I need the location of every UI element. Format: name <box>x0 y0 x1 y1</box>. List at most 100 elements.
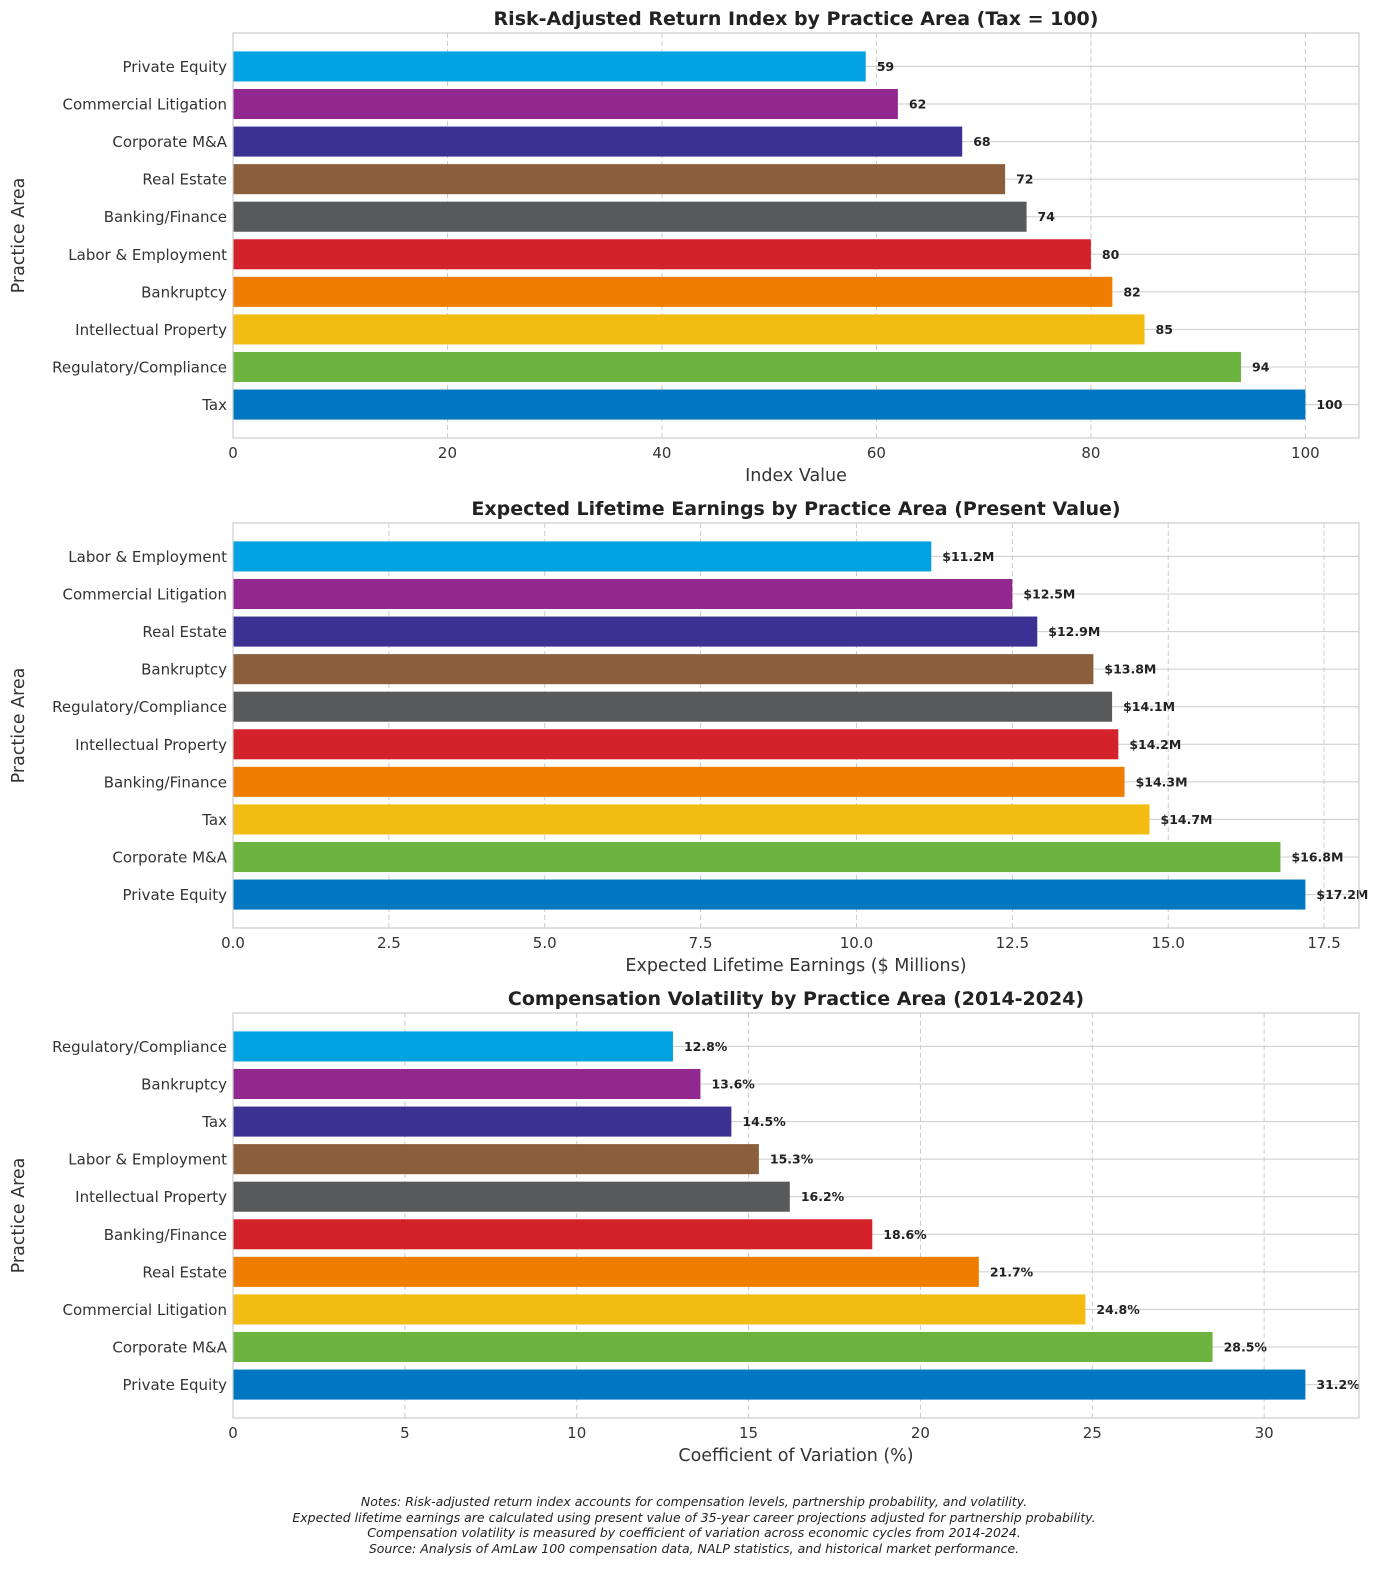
y-tick-label: Corporate M&A <box>112 848 227 866</box>
y-axis-label: Practice Area <box>9 668 29 784</box>
data-label: 74 <box>1038 209 1056 224</box>
bar <box>233 239 1091 270</box>
x-tick-label: 5 <box>400 1424 410 1442</box>
x-tick-label: 0 <box>228 1424 238 1442</box>
y-tick-label: Commercial Litigation <box>62 1301 227 1319</box>
bar <box>233 389 1306 420</box>
y-tick-label: Private Equity <box>123 886 228 904</box>
y-tick-label: Tax <box>201 396 227 414</box>
data-label: 12.8% <box>684 1039 728 1054</box>
x-tick-label: 5.0 <box>533 934 557 952</box>
bar <box>233 879 1306 910</box>
axes-frame <box>232 1012 1360 1419</box>
data-label: 94 <box>1252 359 1270 374</box>
y-tick-label: Tax <box>201 1113 227 1131</box>
bar <box>233 804 1150 835</box>
data-label: 68 <box>973 134 990 149</box>
bar <box>233 1106 732 1137</box>
bar <box>233 314 1145 345</box>
chart-panel-2: 0.0 2.5 5.0 7.5 10.0 12.5 15.0 17.5 $17.2M Privat… <box>9 498 1368 976</box>
data-label: $14.2M <box>1129 737 1181 752</box>
y-axis-label: Practice Area <box>9 178 29 294</box>
bar <box>233 1031 673 1062</box>
note-line: Expected lifetime earnings are calculate… <box>292 1509 1096 1525</box>
x-axis-label: Coefficient of Variation (%) <box>678 1446 913 1466</box>
y-tick-label: Real Estate <box>142 1263 227 1281</box>
y-tick-label: Corporate M&A <box>112 1338 227 1356</box>
y-axis-label: Practice Area <box>9 1158 29 1274</box>
data-label: 24.8% <box>1096 1302 1140 1317</box>
data-label: $16.8M <box>1291 849 1343 864</box>
bar <box>233 1219 873 1250</box>
data-label: 13.6% <box>711 1077 755 1092</box>
y-tick-label: Banking/Finance <box>104 208 227 226</box>
data-label: 18.6% <box>883 1227 927 1242</box>
bar <box>233 1181 790 1212</box>
data-label: 14.5% <box>742 1114 786 1129</box>
x-tick-label: 60 <box>867 444 886 462</box>
data-label: 15.3% <box>770 1152 814 1167</box>
chart-panel-3: 0 5 10 15 20 25 30 31.2% Private Equity 28.5% Corp… <box>9 988 1360 1466</box>
y-tick-label: Bankruptcy <box>141 283 227 301</box>
data-label: 59 <box>877 59 894 74</box>
bar <box>233 766 1125 797</box>
bar <box>233 1331 1213 1363</box>
bar <box>233 691 1113 722</box>
y-tick-label: Bankruptcy <box>141 1076 227 1094</box>
data-label: 16.2% <box>801 1189 845 1204</box>
x-axis-label: Expected Lifetime Earnings ($ Millions) <box>625 956 966 976</box>
bar <box>233 1256 979 1287</box>
data-label: $14.1M <box>1123 699 1175 714</box>
data-label: $11.2M <box>942 549 994 564</box>
y-tick-label: Banking/Finance <box>104 773 227 791</box>
note-line: Source: Analysis of AmLaw 100 compensati… <box>368 1540 1020 1556</box>
y-tick-label: Intellectual Property <box>75 1188 227 1206</box>
axes-frame <box>232 32 1360 439</box>
data-label: 100 <box>1316 397 1342 412</box>
y-tick-label: Intellectual Property <box>75 321 227 339</box>
y-tick-label: Regulatory/Compliance <box>52 698 227 716</box>
bar <box>233 654 1094 685</box>
y-tick-label: Intellectual Property <box>75 736 227 754</box>
y-tick-label: Private Equity <box>123 58 228 76</box>
bar <box>233 578 1013 610</box>
x-tick-label: 12.5 <box>996 934 1029 952</box>
bar <box>233 51 866 82</box>
data-label: $13.8M <box>1104 662 1156 677</box>
x-tick-label: 20 <box>911 1424 930 1442</box>
y-tick-label: Tax <box>201 811 227 829</box>
data-label: 31.2% <box>1316 1377 1360 1392</box>
x-tick-label: 10 <box>567 1424 586 1442</box>
bar <box>233 126 963 157</box>
x-tick-label: 25 <box>1083 1424 1102 1442</box>
note-line: Compensation volatility is measured by c… <box>367 1525 1021 1540</box>
x-tick-label: 80 <box>1081 444 1100 462</box>
bar <box>233 88 898 120</box>
chart-title: Expected Lifetime Earnings by Practice A… <box>471 498 1120 520</box>
y-tick-label: Real Estate <box>142 623 227 641</box>
y-tick-label: Labor & Employment <box>68 246 227 264</box>
x-tick-label: 15 <box>739 1424 758 1442</box>
data-label: 72 <box>1016 172 1033 187</box>
bar <box>233 616 1038 647</box>
bar <box>233 1144 759 1175</box>
y-tick-label: Commercial Litigation <box>62 586 227 604</box>
y-tick-label: Regulatory/Compliance <box>52 1038 227 1056</box>
data-label: 21.7% <box>990 1264 1034 1279</box>
bar <box>233 841 1281 873</box>
data-label: 80 <box>1102 247 1120 262</box>
x-tick-label: 17.5 <box>1307 934 1340 952</box>
x-tick-label: 2.5 <box>377 934 401 952</box>
data-label: 28.5% <box>1224 1339 1268 1354</box>
y-tick-label: Regulatory/Compliance <box>52 358 227 376</box>
bar <box>233 541 932 572</box>
y-tick-label: Private Equity <box>123 1376 228 1394</box>
y-tick-label: Labor & Employment <box>68 1151 227 1169</box>
chart-panel-1: 0 20 40 60 80 100 100 Tax 94 Regulatory/Complianc… <box>9 8 1360 486</box>
x-tick-label: 10.0 <box>840 934 873 952</box>
x-axis-label: Index Value <box>745 466 847 486</box>
x-tick-label: 0 <box>228 444 238 462</box>
x-tick-label: 30 <box>1255 1424 1274 1442</box>
data-label: 82 <box>1123 284 1140 299</box>
axes-frame <box>232 522 1360 929</box>
